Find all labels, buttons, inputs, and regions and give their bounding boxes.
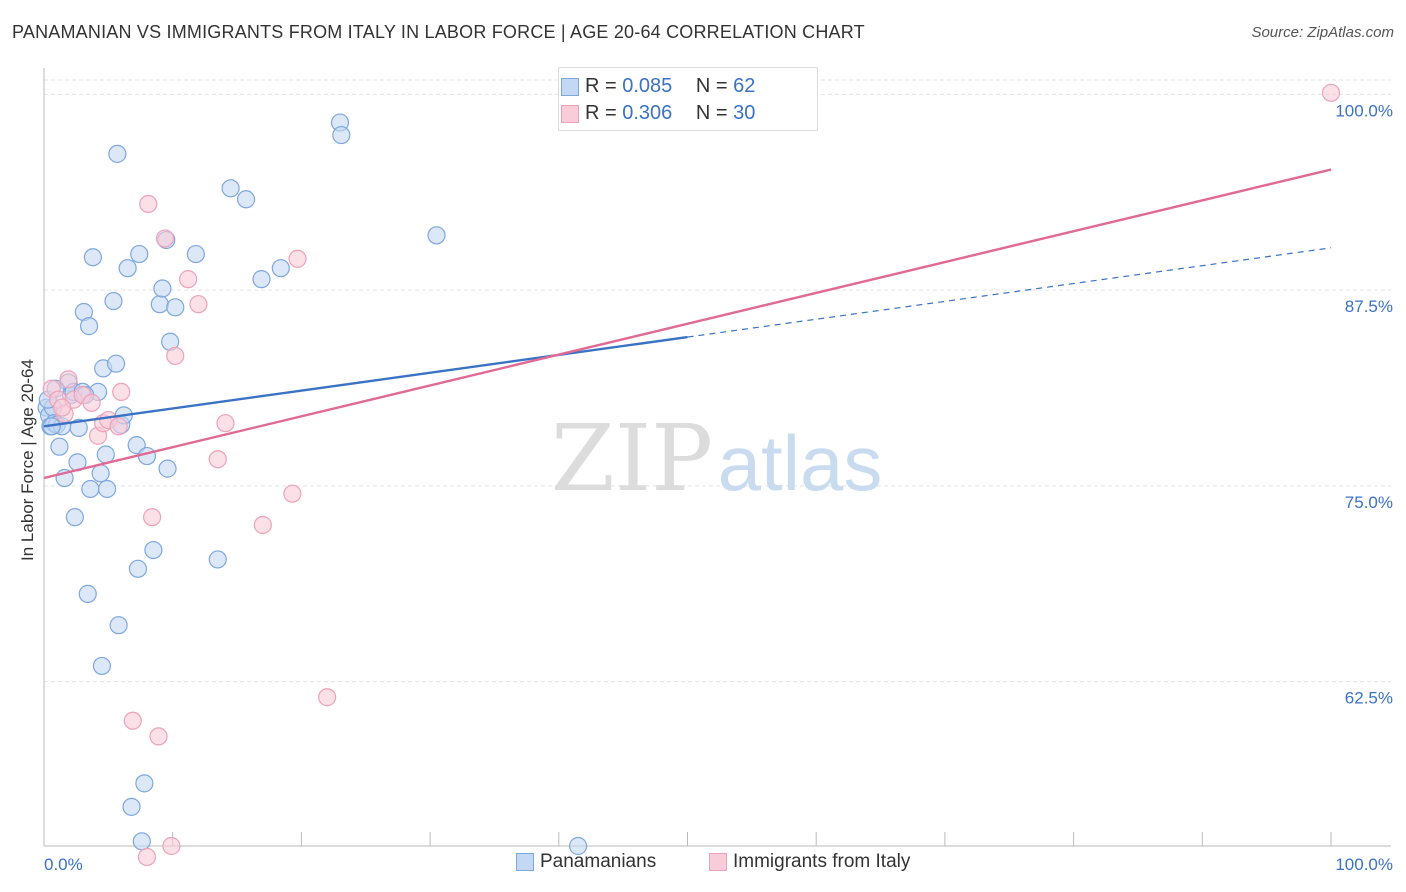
panamanian-point [118,259,137,278]
italy-point [318,688,337,707]
legend-italy: Immigrants from Italy [709,851,911,873]
panamanian-point [78,584,97,603]
n-value-italy: 30 [733,102,756,124]
legend-panamanians: Panamanians [516,851,657,873]
n-label: N = [695,102,734,124]
panamanian-point [79,317,99,336]
panamanian-point [83,248,103,267]
panamanian-point [91,464,110,483]
panamanian-point [132,832,151,851]
panamanian-point [65,508,84,527]
watermark-zip: ZIP [551,405,713,512]
italy-point [82,393,101,412]
legend-label-panamanians: Panamanians [540,851,657,872]
italy-point [112,382,131,401]
panamanian-point [166,298,185,317]
panamanian-point [108,144,127,163]
panamanian-point [221,179,240,198]
italy-point [208,450,227,469]
panamanian-point [130,244,149,264]
panamanian-point [158,459,177,478]
x-tick-label: 100.0% [1335,855,1393,874]
source-label: Source: ZipAtlas.com [1251,24,1394,41]
italy-point [1321,83,1341,102]
italy-swatch [561,105,579,123]
panamanian-point [69,418,88,437]
italy-point [179,270,198,289]
panamanian-point [128,559,148,578]
panamanians-swatch [561,78,579,96]
panamanian-point [186,244,205,264]
n-value-panamanians: 62 [733,75,756,97]
panamanian-point [153,279,172,298]
italy-point [149,727,168,746]
italy-point [123,711,142,730]
panamanian-point [252,270,271,289]
italy-point [143,508,162,527]
panamanian-point [208,550,227,569]
panamanian-point [122,797,141,816]
italy-point [162,836,181,856]
panamanian-point [96,445,115,464]
stats-legend-box: R = 0.085 N = 62 R = 0.306 N = 30 [558,67,818,131]
italy-point [166,346,185,365]
panamanian-point [144,540,163,560]
panamanian-point [106,354,126,373]
trend-lines [43,168,1332,480]
r-value-italy: 0.306 [622,102,673,124]
panamanian-point [332,125,351,145]
panamanian-point [97,479,117,499]
panamanian-trend-line [43,335,688,428]
panamanian-point [427,226,446,245]
italy-point [288,249,307,268]
panamanian-point [137,446,157,466]
x-tick-label: 0.0% [44,855,83,874]
italy-point [189,295,208,314]
panamanian-point [569,836,588,856]
italy-point [253,515,272,535]
legend-swatch-italy [709,853,727,871]
watermark-atlas: atlas [718,419,883,507]
italy-point [109,417,128,436]
panamanian-point [150,295,169,314]
panamanian-point [271,259,290,278]
italy-trend-line [43,168,1332,480]
italy-point [216,414,235,433]
legend-swatch-panamanians [516,853,534,871]
panamanian-point [50,437,69,456]
stats-row-italy: R = 0.306 N = 30 [561,102,756,125]
panamanian-point [92,656,112,676]
gridlines [44,79,1391,683]
legend-label-italy: Immigrants from Italy [733,851,911,872]
panamanian-point [135,774,154,793]
italy-point [155,229,175,248]
chart-title: PANAMANIAN VS IMMIGRANTS FROM ITALY IN L… [12,22,865,42]
r-label: R = [585,102,623,124]
italy-point [59,370,78,389]
n-label: N = [695,75,734,97]
y-tick-label: 100.0% [1335,101,1393,120]
stats-row-panamanians: R = 0.085 N = 62 [561,75,756,98]
r-label: R = [585,75,623,97]
panamanian-point [81,479,100,499]
y-tick-label: 75.0% [1345,493,1393,512]
panamanian-point [109,616,128,635]
tick-labels: 100.0% 87.5% 75.0% 62.5% 0.0% 100.0% [44,101,1393,874]
y-tick-label: 62.5% [1345,689,1393,708]
y-tick-label: 87.5% [1345,297,1393,316]
italy-point [52,398,72,417]
panamanian-point [104,291,123,311]
italy-point [139,194,158,214]
axes [43,68,1391,847]
panamanian-point [236,190,256,209]
italy-point [137,847,157,867]
italy-point [283,484,302,503]
data-points [37,83,1341,867]
r-value-panamanians: 0.085 [622,75,673,97]
panamanian-trend-extension [687,247,1332,338]
